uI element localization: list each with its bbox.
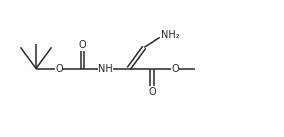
Text: O: O	[79, 40, 86, 50]
Text: O: O	[148, 87, 156, 97]
Text: NH: NH	[98, 64, 113, 73]
Text: O: O	[171, 64, 179, 73]
Text: NH₂: NH₂	[161, 30, 180, 40]
Text: O: O	[55, 64, 63, 73]
